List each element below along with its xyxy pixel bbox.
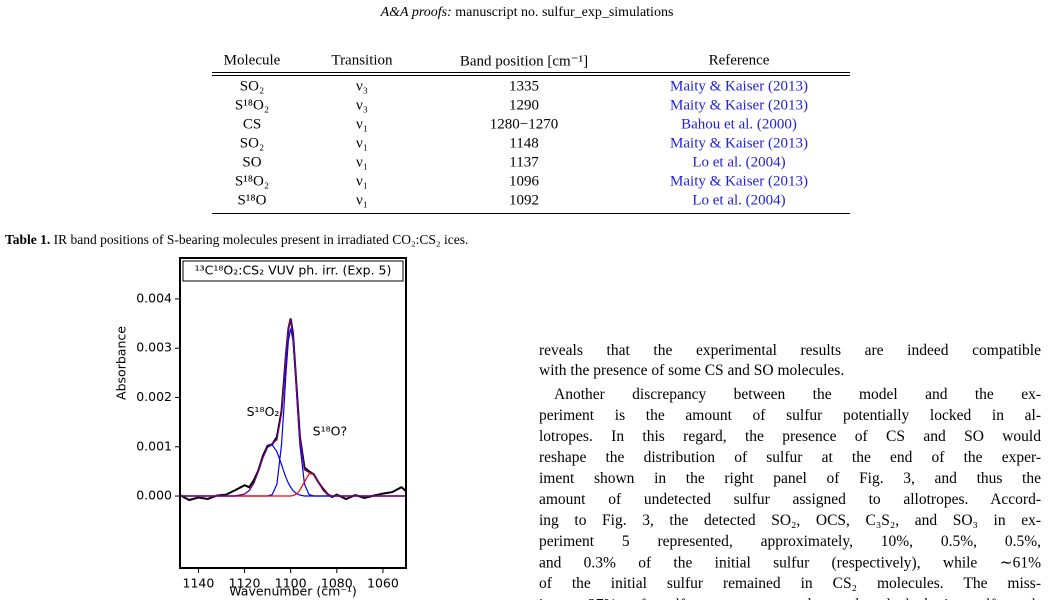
y-axis-label: Absorbance [114,326,129,400]
reference: Lo et al. (2004) [692,192,786,209]
cell: CS [242,116,262,133]
cell: 1335 [509,78,539,95]
y-tick-label: 0.003 [136,340,172,355]
column-header: Transition [331,52,393,69]
series-line [180,319,406,497]
y-tick-label: 0.004 [136,290,172,305]
reference: Bahou et al. (2000) [681,116,797,133]
text-line: iment shown in the right panel of Fig. 3… [539,470,1041,487]
rule [212,75,850,76]
cell: 1096 [509,173,539,190]
reference: Maity & Kaiser (2013) [670,173,808,190]
text-line: Another discrepancy between the model an… [554,386,1041,403]
reference: Lo et al. (2004) [692,154,786,171]
plot-frame [179,257,407,569]
y-tick-label: 0.002 [136,389,172,404]
cell: ν₁ [355,192,369,209]
text-line: periment 5 represented, approximately, 1… [539,533,1041,550]
table-caption: Table 1. IR band positions of S-bearing … [5,232,468,248]
cell: ν₃ [355,78,369,95]
series-line [180,328,406,497]
x-tick-label: 1080 [321,576,353,591]
text-line: reshape the distribution of sulfur at th… [539,449,1041,466]
cell: 1280−1270 [489,116,559,133]
cell: 1092 [509,192,539,209]
column-header: Band position [cm⁻¹] [459,53,589,70]
journal: A&A proofs: [380,5,452,20]
text-line: ing to Fig. 3, the detected SO₂, OCS, C₃… [539,512,1041,529]
text-line: periment is the amount of sulfur potenti… [539,407,1041,424]
reference: Maity & Kaiser (2013) [670,135,808,152]
cell: SO₂ [239,135,265,152]
x-axis-label: Wavenumber (cm⁻¹) [229,584,356,599]
inset-box [182,260,404,282]
reference: Maity & Kaiser (2013) [670,97,808,114]
cell: ν₁ [355,154,369,171]
text-line: with the presence of some CS and SO mole… [539,362,845,379]
column-header: Reference [708,52,770,69]
text-line: reveals that the experimental results ar… [539,342,1041,359]
reference: Maity & Kaiser (2013) [670,78,808,95]
cell: S¹⁸O₂ [234,173,270,190]
rule [212,213,850,214]
caption-label: Table 1. [5,232,51,247]
text-line: of the initial sulfur remained in CS₂ mo… [539,575,1041,592]
annotation: S¹⁸O? [313,423,347,438]
y-tick-label: 0.001 [136,438,172,453]
cell: S¹⁸O₂ [234,97,270,114]
cell: ν₁ [355,173,369,190]
cell: SO₂ [239,78,265,95]
text-line: ing ∼27% of sulfur was proposed to be lo… [539,596,1041,600]
column-header: Molecule [223,52,281,69]
chart-title: ¹³C¹⁸O₂:CS₂ VUV ph. irr. (Exp. 5) [195,263,392,278]
x-tick-label: 1100 [275,576,307,591]
cell: ν₁ [355,135,369,152]
cell: ν₃ [355,97,369,114]
caption-text: IR band positions of S-bearing molecules… [53,232,469,247]
text-line: and 0.3% of the initial sulfur (respecti… [539,554,1041,572]
text-line: amount of undetected sulfur assigned to … [539,491,1041,508]
series-line [180,473,406,497]
x-tick-label: 1140 [183,576,215,591]
cell: SO [242,154,262,171]
cell: 1290 [509,97,539,114]
series-line [180,444,406,497]
text-line: lotropes. In this regard, the presence o… [539,428,1041,445]
x-tick-label: 1120 [229,576,261,591]
running-header: A&A proofs: manuscript no. sulfur_exp_si… [381,5,674,21]
x-tick-label: 1060 [367,576,399,591]
cell: 1137 [509,154,539,171]
cell: ν₁ [355,116,369,133]
y-tick-label: 0.000 [136,488,172,503]
cell: S¹⁸O [237,192,267,209]
cell: 1148 [509,135,539,152]
annotation: S¹⁸O₂ [247,404,280,419]
manuscript: manuscript no. sulfur_exp_simulations [455,5,674,20]
rule [212,72,850,73]
